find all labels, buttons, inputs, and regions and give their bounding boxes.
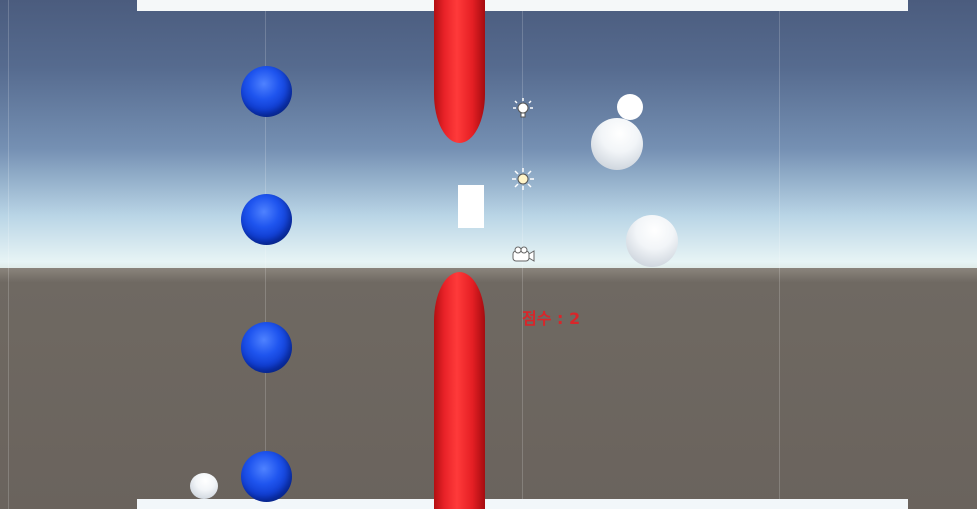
point-light-icon (513, 98, 533, 118)
grid-line (8, 0, 9, 509)
blue-ball (241, 322, 292, 373)
letterbox-bottom (137, 499, 908, 509)
white-ball (626, 215, 678, 267)
blue-ball (241, 194, 292, 245)
skybox (0, 0, 977, 270)
player-block (458, 185, 484, 228)
white-ball (190, 473, 218, 499)
white-ball (617, 94, 643, 120)
blue-ball (241, 66, 292, 117)
camera-icon (512, 246, 535, 262)
pipe-bottom (434, 272, 485, 509)
pipe-top (434, 0, 485, 143)
white-ball (591, 118, 643, 170)
score-label: 점수 : 2 (522, 309, 581, 328)
letterbox-top (137, 0, 908, 11)
directional-light-icon (512, 168, 534, 190)
blue-ball (241, 451, 292, 502)
grid-line (265, 0, 266, 509)
grid-line (779, 0, 780, 509)
ground-plane (0, 268, 977, 509)
